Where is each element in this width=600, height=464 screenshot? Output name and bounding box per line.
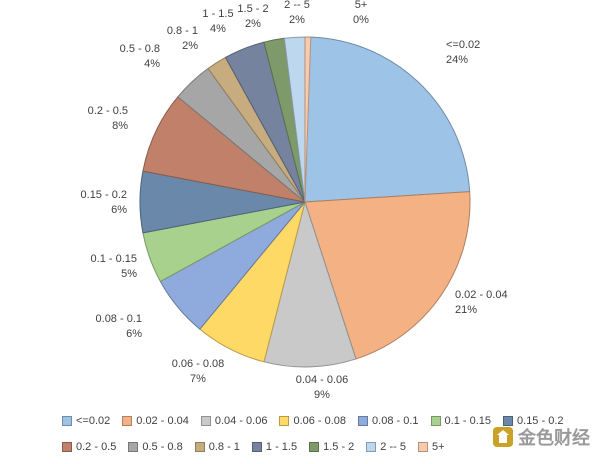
data-label-percent: 4% [210,23,226,35]
legend-swatch [251,442,262,452]
legend-label: <=0.02 [76,415,111,427]
data-label-category: 1 - 1.5 [202,8,233,20]
legend-label: 0.04 - 0.06 [214,415,268,427]
legend-item: 2 -- 5 [366,441,406,453]
data-label-percent: 9% [314,389,330,401]
data-label-category: 0.2 - 0.5 [88,105,128,117]
pie-slice-2 [263,200,357,368]
legend-item: 0.8 - 1 [194,441,240,453]
legend-row: 0.2 - 0.5 0.5 - 0.8 0.8 - 1 1 - 1.5 1.5 - 2 2… [62,438,582,456]
legend-swatch [194,442,205,452]
legend-item: 5+ [417,441,445,453]
data-label-percent: 6% [126,328,142,340]
data-label-category: 0.5 - 0.8 [120,43,160,55]
legend-swatch [62,416,72,426]
data-label-percent: 6% [111,204,127,216]
legend-swatch [279,416,290,426]
legend-item: 1 - 1.5 [251,441,298,453]
legend-label: 0.1 - 0.15 [444,415,492,427]
legend-swatch [358,416,369,426]
legend-item: 0.08 - 0.1 [358,415,419,427]
data-label-percent: 7% [190,373,206,385]
legend-item: 0.02 - 0.04 [122,415,189,427]
data-label-category: 0.06 - 0.08 [172,358,225,370]
watermark-logo-icon [493,427,513,447]
legend-swatch [417,442,428,452]
data-label-percent: 4% [144,58,160,70]
data-label-category: <=0.02 [446,39,480,51]
legend-item: 0.2 - 0.5 [62,441,116,453]
legend-label: 2 -- 5 [380,441,406,453]
pie-slice-0 [304,36,471,203]
legend-item: 0.04 - 0.06 [200,415,268,427]
data-label-percent: 2% [245,18,261,30]
data-label-category: 0.15 - 0.2 [81,189,127,201]
legend-swatch [309,442,320,452]
legend-label: 1 - 1.5 [265,441,298,453]
pie-slices [139,36,471,368]
legend-item: 1.5 - 2 [309,441,354,453]
legend-label: 0.06 - 0.08 [293,415,347,427]
legend-label: 0.5 - 0.8 [142,441,183,453]
pie-chart: <=0.02 24% 0.02 - 0.04 21% 0.04 - 0.06 9% 0.06… [81,0,508,401]
watermark-text: 金色财经 [518,428,590,449]
chart-legend: <=0.02 0.02 - 0.04 0.04 - 0.06 0.06 - 0.08 0… [62,412,582,464]
legend-swatch [200,416,211,426]
data-labels: <=0.02 24% 0.02 - 0.04 21% 0.04 - 0.06 9% 0.06… [81,0,508,401]
legend-swatch [503,416,514,426]
legend-label: 0.2 - 0.5 [76,441,117,453]
legend-swatch [122,416,133,426]
legend-label: 0.02 - 0.04 [136,415,189,427]
legend-item: 0.15 - 0.2 [503,415,564,427]
pie-slice-1 [304,191,471,360]
data-label-percent: 24% [446,54,468,66]
data-label-percent: 2% [289,14,305,26]
legend-swatch [430,416,441,426]
data-label-category: 0.1 - 0.15 [91,253,137,265]
legend-label: 0.8 - 1 [208,441,240,453]
data-label-category: 0.02 - 0.04 [455,289,508,301]
data-label-percent: 2% [182,40,198,52]
data-label-category: 1.5 - 2 [237,3,268,15]
data-label-percent: 21% [455,304,477,316]
data-label-percent: 5% [121,268,137,280]
legend-swatch [366,442,377,452]
legend-item: 0.1 - 0.15 [430,415,492,427]
data-label-percent: 8% [112,120,128,132]
legend-label: 1.5 - 2 [323,441,355,453]
legend-swatch [128,442,139,452]
pie-slice-13 [304,36,312,203]
data-label-category: 0.04 - 0.06 [296,374,349,386]
legend-label: 5+ [431,441,445,453]
data-label-category: 2 -- 5 [284,0,310,11]
legend-swatch [62,442,72,452]
data-label-category: 5+ [355,0,368,11]
legend-label: 0.08 - 0.1 [372,415,419,427]
legend-item: 0.06 - 0.08 [279,415,346,427]
data-label-percent: 0% [353,14,369,26]
legend-row: <=0.02 0.02 - 0.04 0.04 - 0.06 0.06 - 0.08 0… [62,412,582,430]
legend-label: 0.15 - 0.2 [517,415,564,427]
legend-item: <=0.02 [62,415,110,427]
watermark: 金色财经 [492,424,590,450]
legend-item: 0.5 - 0.8 [128,441,183,453]
data-label-category: 0.8 - 1 [167,25,198,37]
data-label-category: 0.08 - 0.1 [96,313,142,325]
